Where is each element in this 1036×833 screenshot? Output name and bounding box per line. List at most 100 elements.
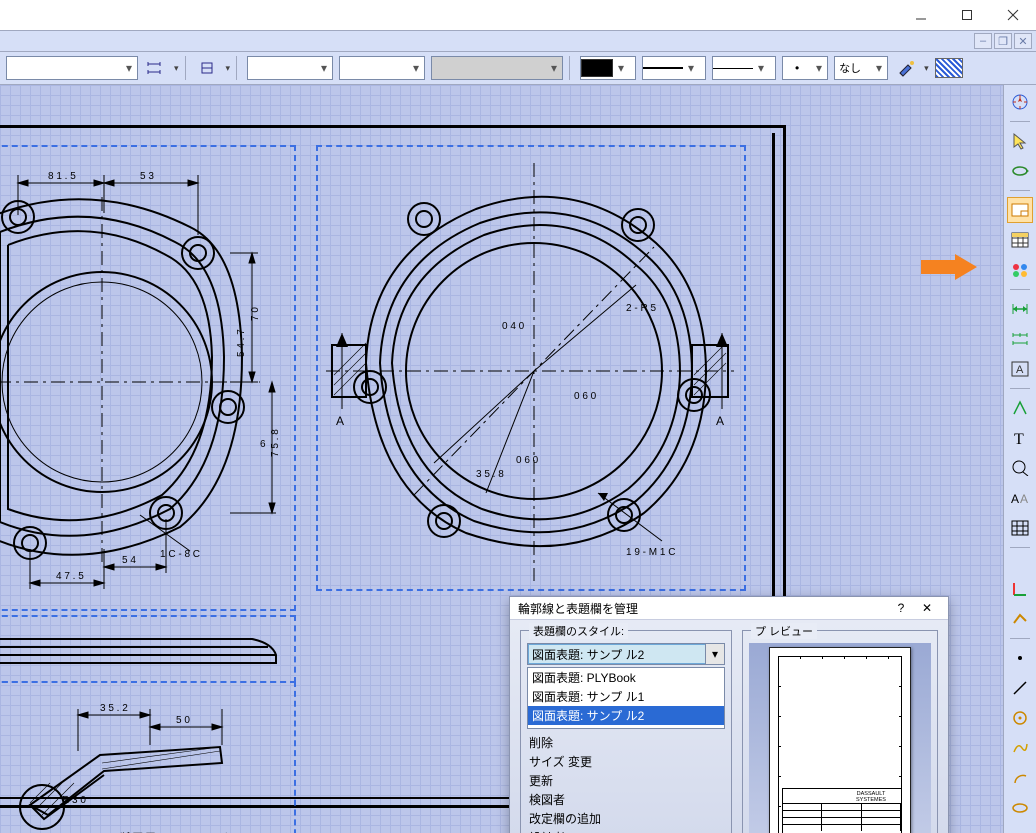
svg-text:6: 6 [260, 439, 266, 450]
color-swatch [581, 59, 613, 77]
svg-text:A: A [1016, 364, 1024, 376]
grid-pattern-icon[interactable] [1007, 515, 1033, 541]
right-toolbox: A T AA [1003, 85, 1036, 833]
text-box-icon[interactable]: A [1007, 356, 1033, 382]
action-item[interactable]: 削除 [527, 733, 725, 752]
style-group-legend: 表題欄のスタイル: [529, 623, 628, 639]
dialog-title-text: 輪郭線と表題欄を管理 [518, 600, 888, 617]
mdi-minimize-button[interactable]: – [974, 33, 992, 49]
axis-icon[interactable] [1007, 576, 1033, 602]
line-icon[interactable] [1007, 675, 1033, 701]
hatch-swatch-icon[interactable] [935, 58, 963, 78]
style-option[interactable]: 図面表題: サンプ ル Enovia 1 [528, 725, 724, 729]
style-dropdown-value: 図面表題: サンプ ル2 [528, 646, 705, 663]
point-icon[interactable] [1007, 645, 1033, 671]
style-dropdown[interactable]: 図面表題: サンプ ル2 ▾ [527, 643, 725, 665]
table-icon[interactable] [1007, 227, 1033, 253]
mirror-text-icon[interactable]: AA [1007, 485, 1033, 511]
view-2-drawing: .l{stroke:#000;stroke-width:2.4;fill:non… [326, 163, 734, 581]
window-maximize-button[interactable] [944, 0, 990, 30]
svg-text:4 7 . 5: 4 7 . 5 [56, 571, 84, 582]
preview-maker-label: DASSAULT SYSTEMES [843, 791, 899, 803]
style-combo-3[interactable]: ▾ [339, 56, 425, 80]
window-titlebar [0, 0, 1036, 30]
svg-text:5 4 . 7: 5 4 . 7 [236, 329, 247, 357]
preview-paper: DASSAULT SYSTEMES [769, 647, 911, 833]
spline-icon[interactable] [1007, 735, 1033, 761]
rotate-view-icon[interactable] [1007, 158, 1033, 184]
drawing-workspace[interactable]: .l{stroke:#000;stroke-width:2;fill:none}… [0, 85, 1036, 833]
style-option[interactable]: 図面表題: サンプ ル2 [528, 706, 724, 725]
balloon-icon[interactable] [1007, 455, 1033, 481]
arc-icon[interactable] [1007, 765, 1033, 791]
chevron-down-icon: ▾ [705, 644, 724, 664]
line-weight-picker[interactable]: ▾ [642, 56, 706, 80]
chain-dimension-icon[interactable] [1007, 326, 1033, 352]
svg-text:A: A [1011, 492, 1019, 506]
roughness-icon[interactable] [1007, 395, 1033, 421]
callout-arrow-icon [921, 254, 977, 280]
svg-text:A: A [716, 414, 724, 428]
action-list: 削除 サイズ 変更 更新 検図者 改定欄の追加 設計者 [527, 733, 725, 833]
dialog-close-button[interactable]: ✕ [914, 597, 940, 619]
svg-text:0 6 0: 0 6 0 [516, 455, 539, 466]
pattern-icon[interactable] [1007, 257, 1033, 283]
compass-icon[interactable] [1007, 89, 1033, 115]
style-combo-2[interactable]: ▾ [247, 56, 333, 80]
svg-text:5 4: 5 4 [122, 555, 136, 566]
dialog-titlebar[interactable]: 輪郭線と表題欄を管理 ? ✕ [510, 597, 948, 620]
svg-text:A: A [336, 414, 344, 428]
view-1-drawing: .l{stroke:#000;stroke-width:2;fill:none}… [0, 157, 292, 605]
action-item[interactable]: 改定欄の追加 [527, 809, 725, 828]
preview-group-legend: プ レビュー [751, 623, 817, 639]
svg-text:0 6 0: 0 6 0 [574, 391, 597, 402]
preview-group: プ レビュー DASSAULT SYSTEMES [742, 630, 938, 833]
view-4-drawing: .l{stroke:#000;stroke-width:2;fill:none}… [0, 685, 290, 833]
color-picker[interactable]: ▾ [580, 56, 636, 80]
ellipse-icon[interactable] [1007, 795, 1033, 821]
svg-text:3 5 . 8: 3 5 . 8 [476, 469, 504, 480]
formatting-toolbar: ▾ ▾ ▾ ▾ ▾ ▾ ▾ ▾ ▾ •▾ なし▾ ▾ [0, 52, 1036, 85]
dim-a1: 8 1 . 5 [48, 171, 76, 182]
circle-icon[interactable] [1007, 705, 1033, 731]
text-icon[interactable]: T [1007, 425, 1033, 451]
action-item[interactable]: 更新 [527, 771, 725, 790]
dialog-help-button[interactable]: ? [888, 597, 914, 619]
svg-text:1 C - 8 C: 1 C - 8 C [160, 549, 200, 560]
dimension-style-icon[interactable] [144, 56, 168, 80]
titleblock-dialog: 輪郭線と表題欄を管理 ? ✕ 表題欄のスタイル: 図面表題: サンプ ル2 ▾ … [509, 596, 949, 833]
window-close-button[interactable] [990, 0, 1036, 30]
fill-picker-label: なし [835, 60, 871, 76]
fill-picker[interactable]: なし▾ [834, 56, 888, 80]
style-group: 表題欄のスタイル: 図面表題: サンプ ル2 ▾ 図面表題: PLYBook 図… [520, 630, 732, 833]
dimension-icon[interactable] [1007, 296, 1033, 322]
style-listbox[interactable]: 図面表題: PLYBook 図面表題: サンプ ル1 図面表題: サンプ ル2 … [527, 667, 725, 729]
mdi-restore-button[interactable]: ❐ [994, 33, 1012, 49]
dim-a2: 5 3 [140, 171, 154, 182]
svg-text:1 9 - M 1 C: 1 9 - M 1 C [626, 547, 675, 558]
point-style-picker[interactable]: •▾ [782, 56, 828, 80]
action-item[interactable]: サイズ 変更 [527, 752, 725, 771]
window-minimize-button[interactable] [898, 0, 944, 30]
style-option[interactable]: 図面表題: PLYBook [528, 668, 724, 687]
paint-icon[interactable] [894, 56, 918, 80]
svg-text:7 5 . 8: 7 5 . 8 [270, 429, 281, 457]
polyline-icon[interactable] [1007, 606, 1033, 632]
style-option[interactable]: 図面表題: サンプ ル1 [528, 687, 724, 706]
svg-text:7 0: 7 0 [250, 307, 261, 321]
svg-text:T: T [1014, 431, 1024, 446]
style-combo-1[interactable]: ▾ [6, 56, 138, 80]
mdi-controls: – ❐ ✕ [0, 30, 1036, 52]
style-combo-4[interactable]: ▾ [431, 56, 563, 80]
action-item[interactable]: 設計者 [527, 828, 725, 833]
svg-text:A: A [1020, 492, 1028, 506]
mdi-close-button[interactable]: ✕ [1014, 33, 1032, 49]
action-item[interactable]: 検図者 [527, 790, 725, 809]
line-style-picker-1[interactable]: ▾ [712, 56, 776, 80]
svg-text:5 0: 5 0 [176, 715, 190, 726]
view-3-drawing [0, 619, 290, 677]
tolerance-icon[interactable] [196, 56, 220, 80]
frame-titleblock-icon[interactable] [1007, 197, 1033, 223]
svg-text:0 4 0: 0 4 0 [502, 321, 525, 332]
cursor-arrow-icon[interactable] [1007, 128, 1033, 154]
